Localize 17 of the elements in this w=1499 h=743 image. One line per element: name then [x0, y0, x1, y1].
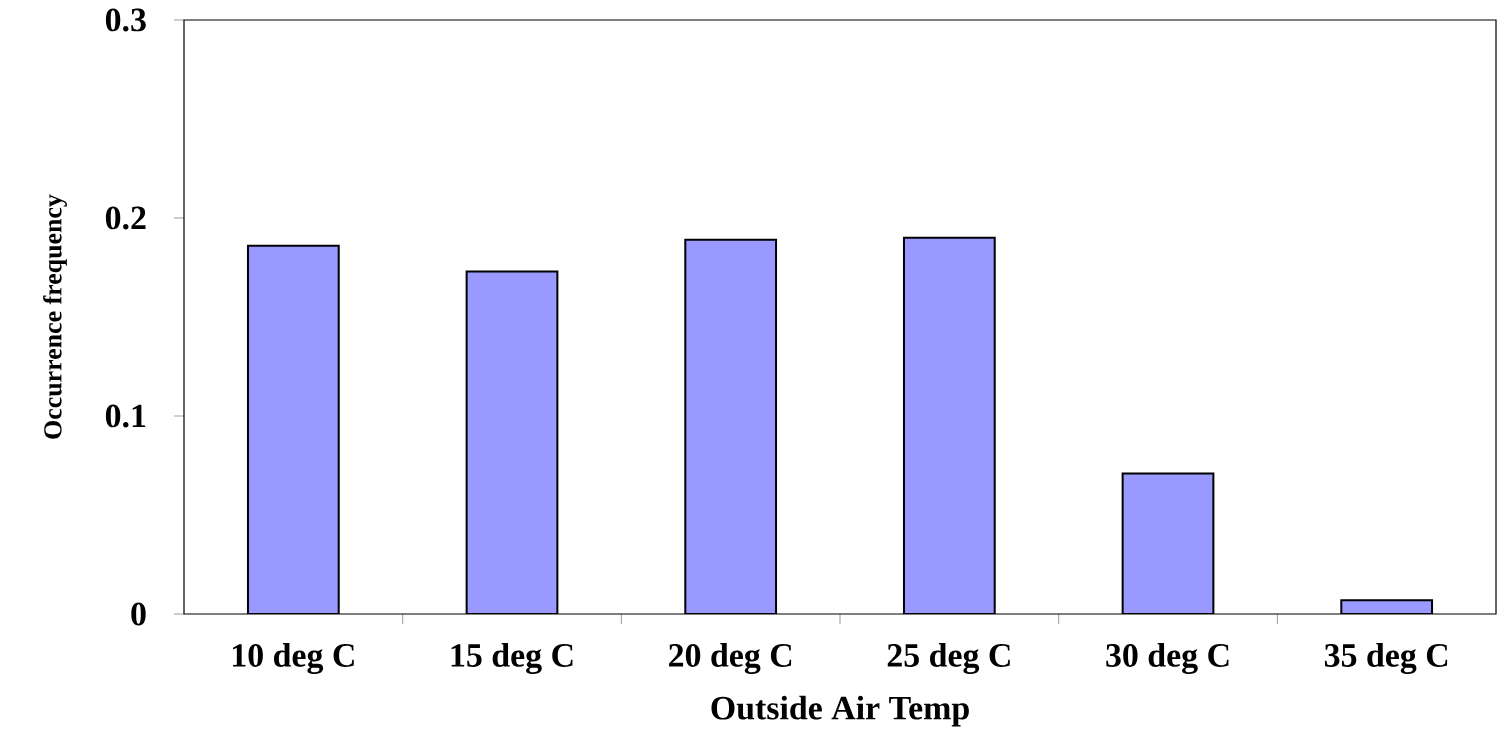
y-axis-title: Occurrence frequency — [43, 194, 67, 439]
bar — [902, 236, 996, 614]
x-tick-label: 30 deg C — [1106, 643, 1229, 675]
bar — [684, 238, 778, 614]
x-tick-label: 20 deg C — [669, 643, 792, 675]
y-tick-label: 0.3 — [105, 8, 146, 32]
y-tick-label: 0 — [131, 602, 146, 626]
x-tick-label: 10 deg C — [233, 643, 354, 675]
y-tick-label: 0.1 — [105, 404, 146, 428]
x-tick-label: 15 deg C — [451, 643, 573, 675]
bar — [465, 270, 559, 614]
bar — [246, 244, 340, 614]
x-axis-title: Outside Air Temp — [711, 695, 969, 727]
x-tick-label: 35 deg C — [1324, 643, 1448, 675]
x-tick-label: 25 deg C — [887, 643, 1010, 675]
bar — [1121, 472, 1215, 614]
y-tick-label: 0.2 — [105, 206, 146, 230]
